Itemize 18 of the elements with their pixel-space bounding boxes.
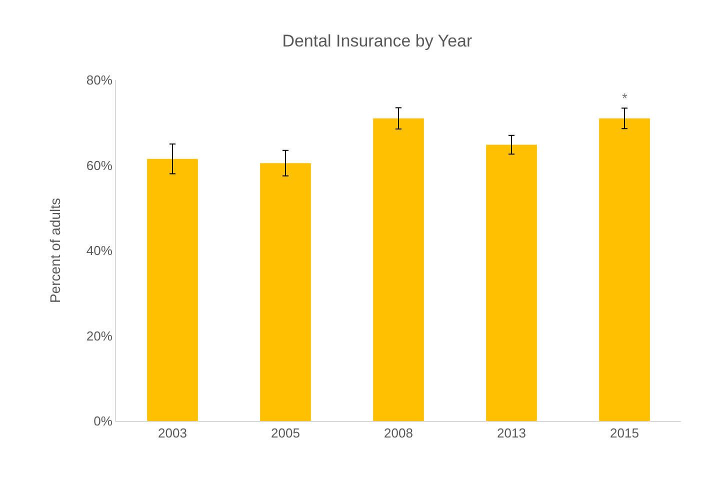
y-tick-label: 60% — [86, 158, 113, 173]
x-tick-label: 2008 — [384, 426, 413, 441]
y-axis-title: Percent of adults — [46, 198, 63, 304]
y-tick-label: 0% — [94, 414, 113, 429]
y-tick-label: 80% — [86, 72, 113, 88]
x-tick-label: 2015 — [610, 426, 639, 441]
x-tick-label: 2005 — [271, 426, 300, 441]
annotation: * — [622, 90, 628, 106]
bar — [147, 158, 198, 421]
bar — [599, 118, 650, 421]
x-tick-label: 2003 — [158, 426, 187, 441]
bar — [373, 118, 424, 421]
y-tick-label: 40% — [86, 243, 113, 258]
y-tick-label: 20% — [86, 328, 113, 344]
chart-title: Dental Insurance by Year — [282, 31, 472, 50]
bar — [260, 163, 311, 421]
x-tick-label: 2013 — [497, 426, 526, 441]
bar — [486, 144, 537, 421]
